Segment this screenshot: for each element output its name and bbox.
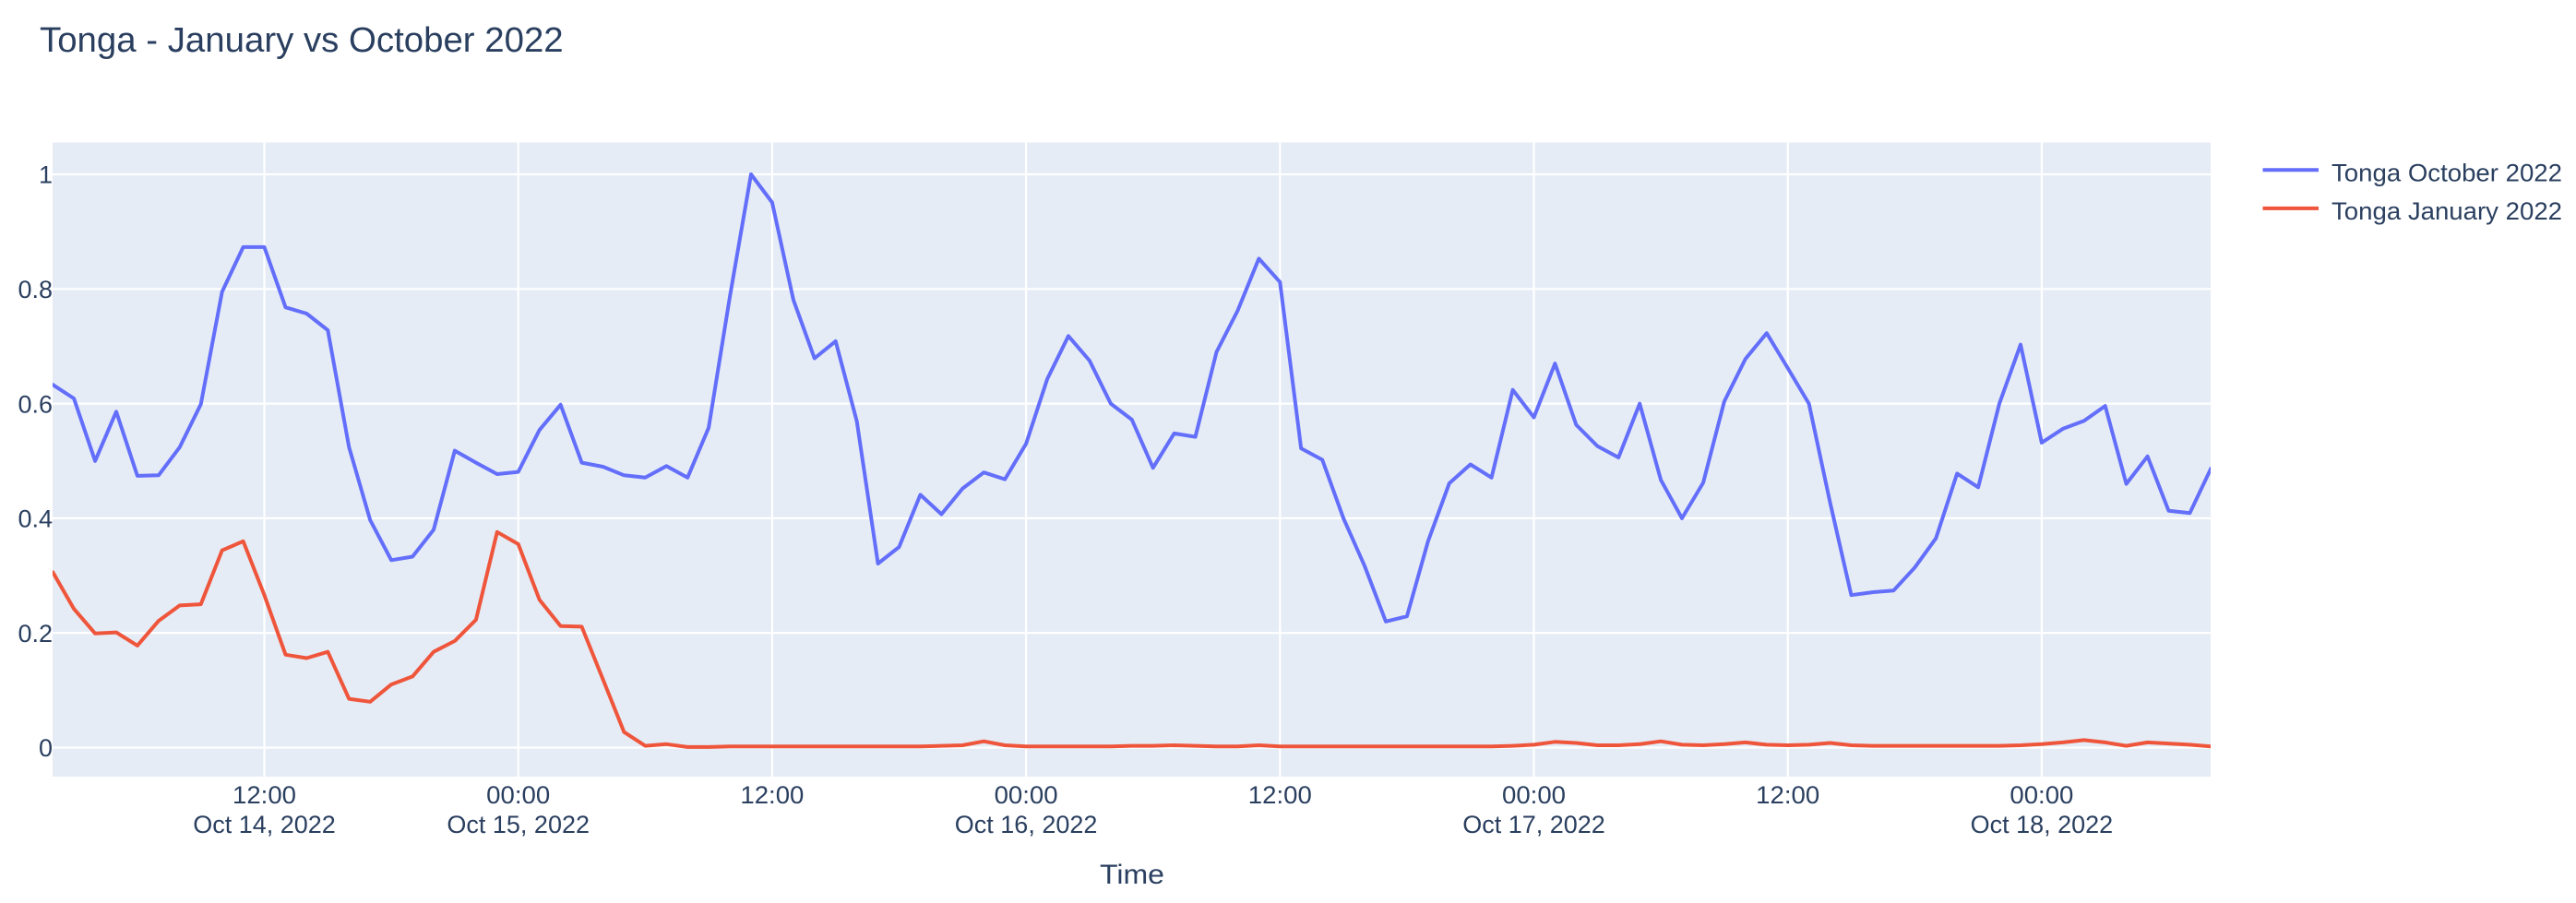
svg-text:00:00: 00:00 <box>995 781 1058 809</box>
svg-text:0.6: 0.6 <box>18 390 53 418</box>
svg-text:0.8: 0.8 <box>18 276 53 303</box>
svg-text:Oct 18, 2022: Oct 18, 2022 <box>1971 811 2114 838</box>
svg-text:00:00: 00:00 <box>2010 781 2073 809</box>
svg-text:00:00: 00:00 <box>486 781 550 809</box>
svg-text:Oct 15, 2022: Oct 15, 2022 <box>447 811 590 838</box>
svg-text:00:00: 00:00 <box>1502 781 1566 809</box>
svg-text:Tonga January 2022: Tonga January 2022 <box>2332 197 2562 225</box>
svg-text:1: 1 <box>39 161 53 189</box>
svg-text:12:00: 12:00 <box>233 781 296 809</box>
svg-text:Tonga October 2022: Tonga October 2022 <box>2332 159 2562 186</box>
svg-text:Oct 16, 2022: Oct 16, 2022 <box>955 811 1098 838</box>
svg-text:0: 0 <box>39 734 53 762</box>
svg-text:Oct 14, 2022: Oct 14, 2022 <box>193 811 336 838</box>
svg-text:12:00: 12:00 <box>740 781 804 809</box>
svg-text:12:00: 12:00 <box>1756 781 1819 809</box>
svg-text:Time: Time <box>1100 860 1164 890</box>
svg-text:0.4: 0.4 <box>18 505 53 533</box>
svg-text:Tonga - January vs October 202: Tonga - January vs October 2022 <box>40 20 564 60</box>
svg-text:0.2: 0.2 <box>18 620 53 648</box>
svg-text:Oct 17, 2022: Oct 17, 2022 <box>1462 811 1605 838</box>
svg-text:12:00: 12:00 <box>1248 781 1312 809</box>
